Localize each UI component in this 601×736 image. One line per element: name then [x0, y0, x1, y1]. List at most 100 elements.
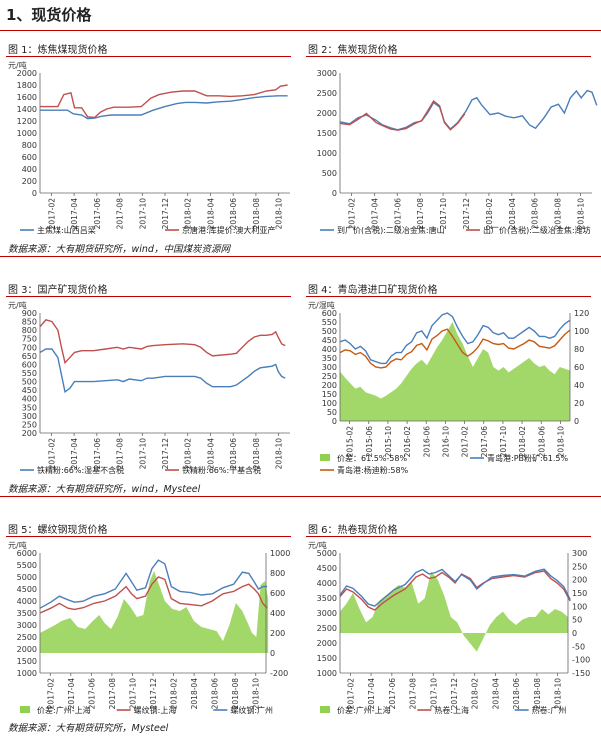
y2-tick-label: -150	[572, 669, 590, 678]
y-tick-label: 1000	[317, 149, 337, 158]
x-tick-label: 2017-12	[149, 678, 158, 710]
x-tick-label: 2017-08	[116, 438, 125, 470]
y-tick-label: 0	[32, 189, 37, 198]
x-tick-label: 2017-10	[138, 438, 147, 470]
source-rule-2	[0, 496, 601, 497]
legend-label: 青岛港:PB粉矿:61.5%	[487, 453, 569, 463]
series-line-1	[339, 99, 466, 131]
y-tick-label: 1600	[17, 93, 37, 102]
y-tick-label: 100	[322, 399, 337, 408]
y2-tick-label: -50	[572, 642, 585, 651]
y-tick-label: 4500	[17, 585, 37, 594]
y2-tick-label: 60	[574, 363, 584, 372]
y-tick-label: 400	[22, 165, 37, 174]
y-tick-label: 600	[22, 360, 37, 369]
legend-label: 价差：61.5%-58%	[337, 453, 407, 463]
x-tick-label: 2018-10	[252, 678, 261, 710]
y-tick-label: 1000	[317, 669, 337, 678]
y-tick-label: 3000	[317, 69, 337, 78]
y-tick-label: 300	[322, 363, 337, 372]
x-tick-label: 2017-06	[87, 678, 96, 710]
series-line-1	[40, 84, 288, 119]
x-tick-label: 2017-02	[46, 678, 55, 710]
x-tick-label: 2018-08	[252, 438, 261, 470]
x-tick-label: 2017-06	[393, 198, 402, 230]
chart6-title: 图 6：热卷现货价格	[308, 525, 398, 536]
y-tick-label: 1000	[17, 129, 37, 138]
x-tick-label: 2017-08	[116, 198, 125, 230]
source-note-1: 数据来源：大有期货研究所，wind，中国煤炭资源网	[8, 244, 230, 255]
x-tick-label: 2017-04	[370, 198, 379, 230]
legend-label: 主焦煤:山西吕梁	[37, 225, 96, 235]
x-tick-label: 2017-12	[450, 678, 459, 710]
y-tick-label: 6000	[17, 549, 37, 558]
y2-tick-label: 40	[574, 381, 584, 390]
legend-label: 铁精粉:66%:干基含税	[182, 465, 261, 475]
x-tick-label: 2017-02	[47, 198, 56, 230]
y2-tick-label: 800	[270, 569, 285, 578]
legend-label: 京唐港:库提价:澳大利亚产	[182, 225, 275, 235]
x-tick-label: 2017-04	[70, 438, 79, 470]
x-tick-label: 2017-10	[128, 678, 137, 710]
y2-tick-label: 250	[572, 562, 587, 571]
y-tick-label: 250	[322, 372, 337, 381]
series-line-0	[339, 89, 598, 131]
x-tick-label: 2018-06	[229, 438, 238, 470]
y-axis-unit-label: 元/吨	[8, 540, 27, 550]
series-line-1	[339, 312, 571, 365]
x-tick-label: 2018-08	[252, 198, 261, 230]
y-axis-unit-label: 元/吨	[308, 540, 327, 550]
y2-tick-label: 100	[572, 602, 587, 611]
legend-label: 螺纹钢:广州	[230, 705, 273, 715]
y-tick-label: 3500	[317, 594, 337, 603]
heading-rule	[0, 30, 601, 31]
y-tick-label: 4500	[317, 564, 337, 573]
y-tick-label: 4000	[317, 579, 337, 588]
chart5-title-rule	[6, 536, 291, 537]
y2-tick-label: 600	[270, 589, 285, 598]
y-tick-label: 450	[322, 336, 337, 345]
x-tick-label: 2017-08	[416, 198, 425, 230]
y-axis-unit-label: 元/吨	[8, 60, 27, 70]
y-tick-label: 1500	[17, 657, 37, 666]
y-tick-label: 600	[22, 153, 37, 162]
x-tick-label: 2017-02	[461, 426, 470, 458]
legend-swatch	[20, 706, 30, 713]
y-tick-label: 1800	[17, 81, 37, 90]
y-tick-label: 3000	[317, 609, 337, 618]
chart1-title: 图 1：炼焦煤现货价格	[8, 45, 108, 56]
y-tick-label: 500	[322, 169, 337, 178]
x-tick-label: 2018-04	[508, 198, 517, 230]
x-tick-label: 2018-10	[554, 678, 563, 710]
y-tick-label: 2000	[17, 645, 37, 654]
legend-label: 热卷:上海	[434, 705, 469, 715]
y2-tick-label: 20	[574, 399, 584, 408]
y-tick-label: 4000	[17, 597, 37, 606]
x-tick-label: 2016-10	[441, 426, 450, 458]
y-tick-label: 2500	[317, 89, 337, 98]
y-tick-label: 3000	[17, 621, 37, 630]
x-tick-label: 2017-02	[47, 438, 56, 470]
y-tick-label: 550	[322, 318, 337, 327]
y-tick-label: 2500	[317, 624, 337, 633]
series-line-0	[39, 348, 286, 394]
y2-tick-label: 150	[572, 589, 587, 598]
series-area-0	[340, 322, 570, 421]
x-tick-label: 2018-06	[211, 678, 220, 710]
legend-swatch	[320, 454, 330, 461]
legend-label: 热卷:广州	[532, 705, 567, 715]
x-tick-label: 2017-10	[138, 198, 147, 230]
y2-tick-label: 400	[270, 609, 285, 618]
x-tick-label: 2018-06	[537, 426, 546, 458]
y-tick-label: 850	[22, 318, 37, 327]
y-tick-label: 1500	[317, 654, 337, 663]
series-line-0	[40, 95, 288, 120]
y2-tick-label: 0	[574, 417, 579, 426]
x-tick-label: 2017-06	[480, 426, 489, 458]
chart5-title: 图 5：螺纹钢现货价格	[8, 525, 108, 536]
chart1-title-rule	[6, 56, 291, 57]
y-tick-label: 1200	[17, 117, 37, 126]
x-tick-label: 2018-04	[206, 198, 215, 230]
x-tick-label: 2018-04	[206, 438, 215, 470]
y-tick-label: 5000	[17, 573, 37, 582]
